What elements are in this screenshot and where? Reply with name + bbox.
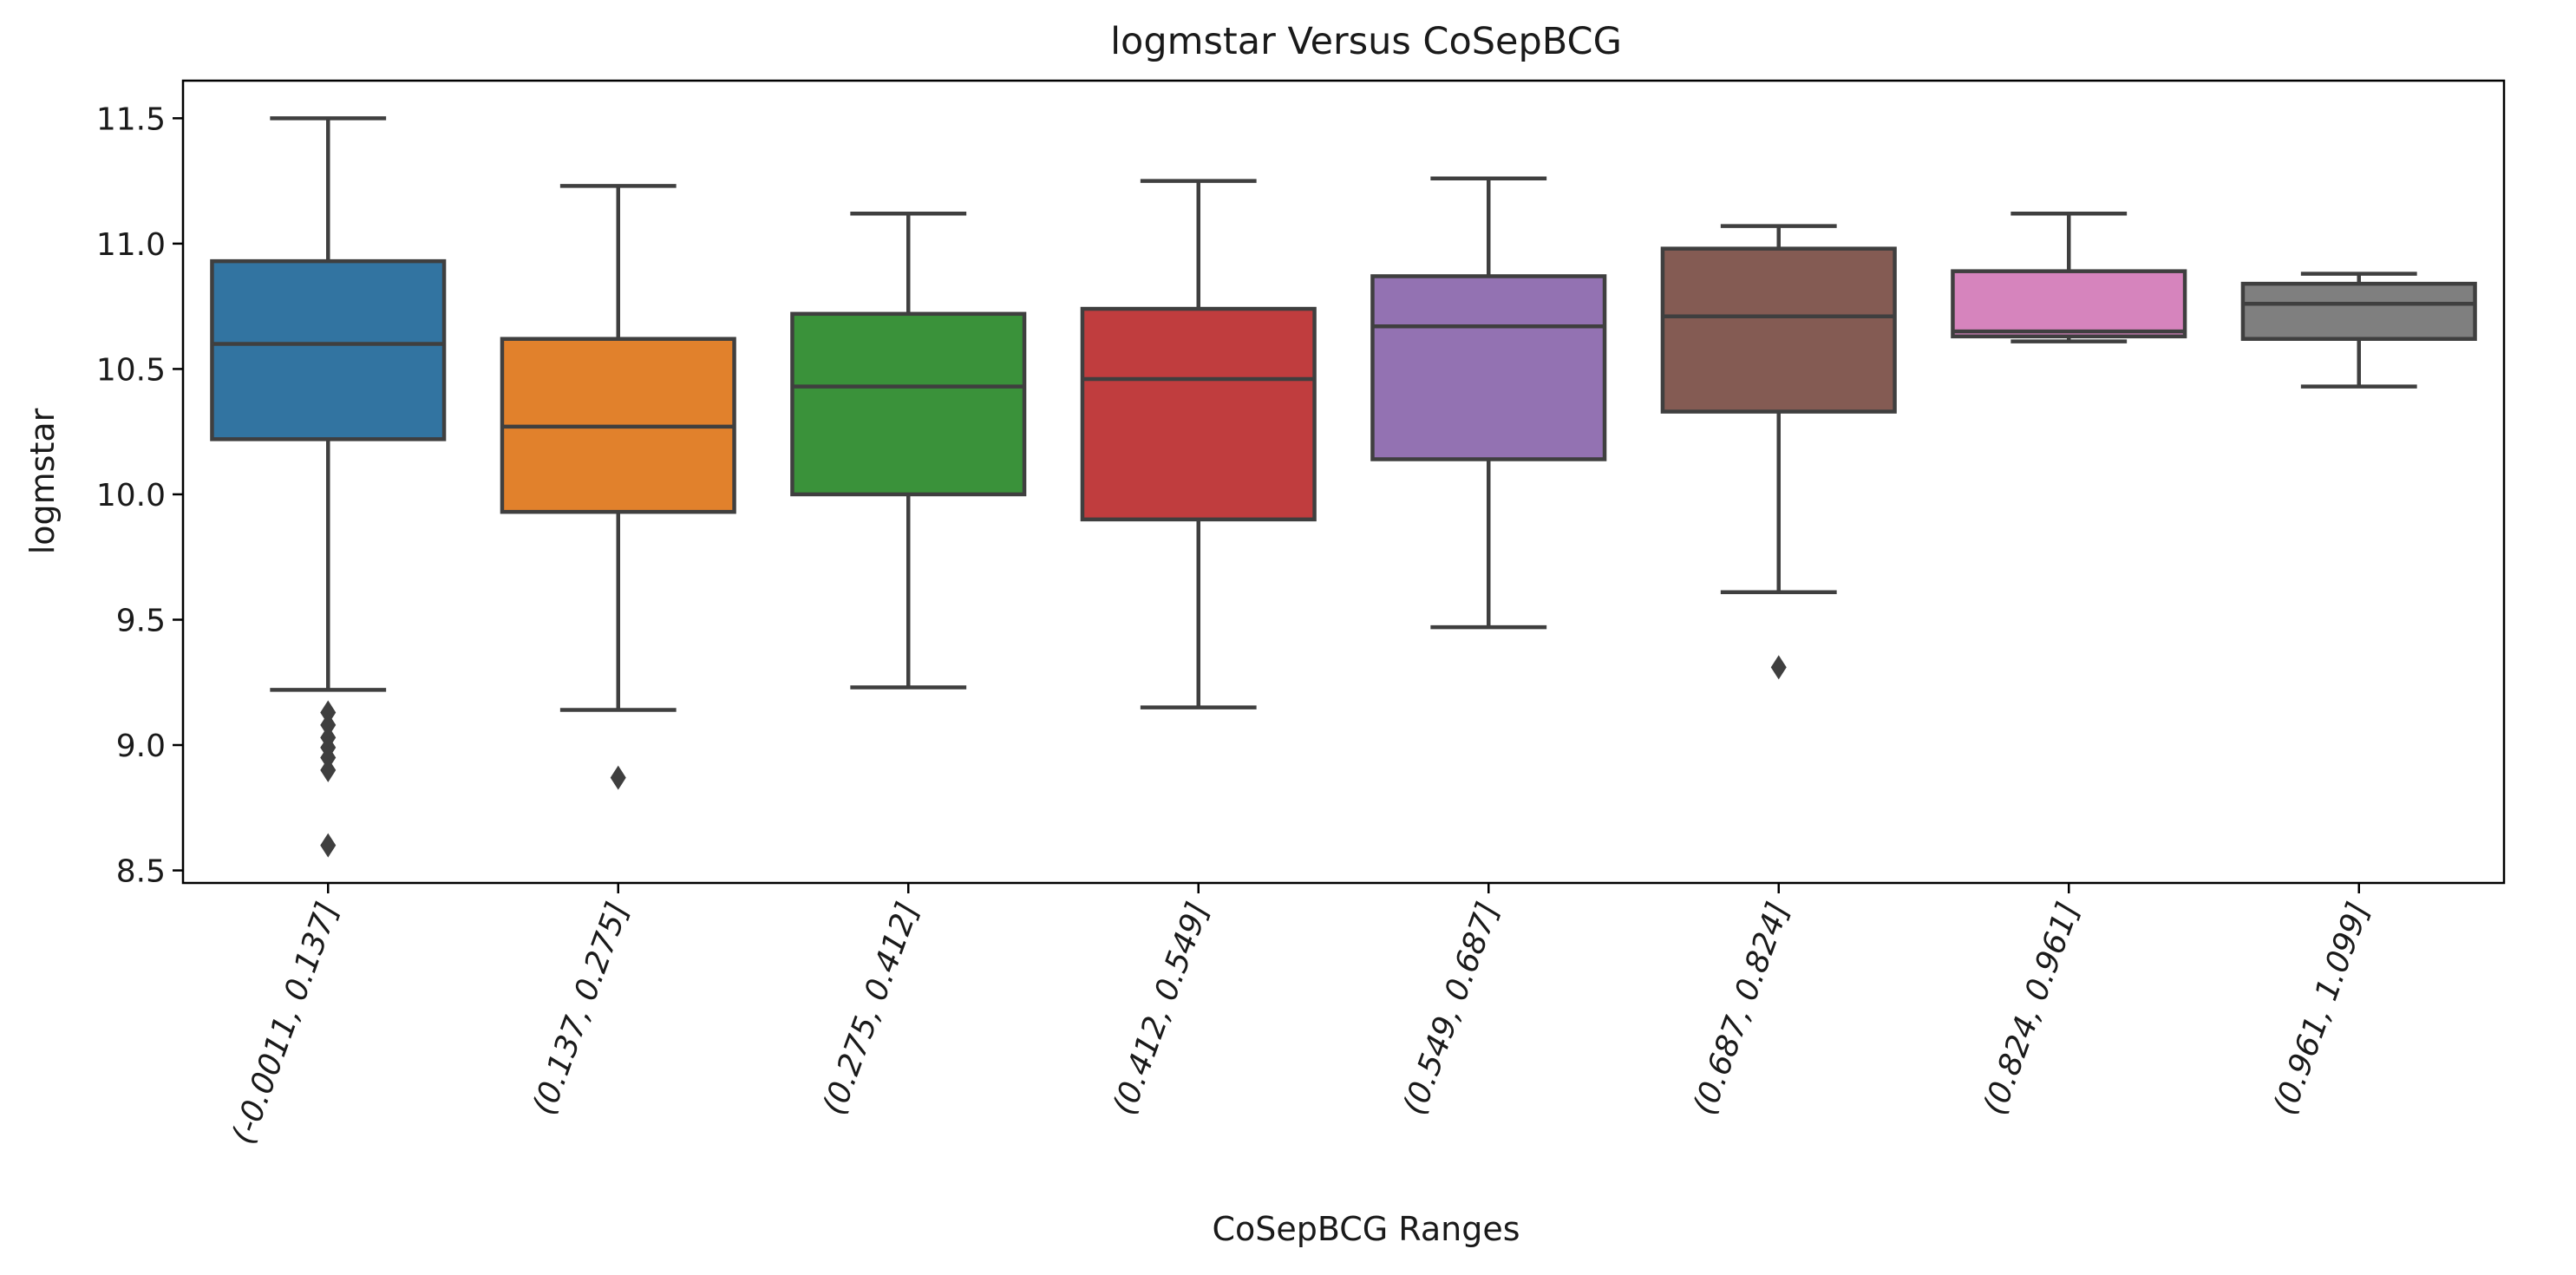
box-iqr bbox=[2240, 281, 2477, 341]
plot-area: 8.5 9.0 9.5 10.0 10.5 11.0 11.5 (-0.0011, 0.137… bbox=[96, 101, 2477, 1148]
box-group bbox=[1951, 211, 2187, 343]
box-group bbox=[1370, 176, 1607, 630]
x-tick-label: (0.412, 0.549] bbox=[1107, 898, 1216, 1120]
plot-frame bbox=[181, 79, 2506, 885]
x-tick-label: (0.824, 0.961] bbox=[1977, 898, 2086, 1120]
x-tick-label: (-0.0011, 0.137] bbox=[226, 898, 346, 1148]
x-axis-label: CoSepBCG Ranges bbox=[1212, 1210, 1520, 1248]
box-iqr bbox=[1080, 306, 1317, 522]
box-iqr bbox=[210, 258, 447, 441]
x-tick-label: (0.549, 0.687] bbox=[1396, 898, 1506, 1120]
x-tick-label: (0.687, 0.824] bbox=[1687, 898, 1796, 1120]
y-tick-label: 9.0 bbox=[116, 729, 166, 764]
box-iqr bbox=[1370, 274, 1607, 461]
x-tick-label: (0.137, 0.275] bbox=[526, 898, 636, 1120]
box-group bbox=[210, 116, 447, 858]
x-tick-label: (0.961, 1.099] bbox=[2267, 898, 2377, 1120]
y-tick-label: 9.5 bbox=[116, 603, 166, 638]
box-group bbox=[790, 211, 1027, 690]
box-iqr bbox=[790, 311, 1027, 497]
y-tick-label: 11.5 bbox=[96, 101, 166, 137]
box-group bbox=[2240, 271, 2477, 389]
y-axis-label: logmstar bbox=[23, 408, 62, 554]
box-group bbox=[1080, 179, 1317, 709]
outlier-point bbox=[320, 700, 337, 725]
y-tick-label: 11.0 bbox=[96, 227, 166, 263]
y-tick-label: 8.5 bbox=[116, 854, 166, 890]
box-group bbox=[500, 184, 736, 790]
outlier-point bbox=[320, 833, 337, 858]
y-tick-label: 10.0 bbox=[96, 478, 166, 513]
box-iqr bbox=[1660, 246, 1897, 414]
outlier-point bbox=[610, 765, 626, 790]
box-group bbox=[1660, 224, 1897, 680]
box-iqr bbox=[1951, 269, 2187, 339]
x-tick-label: (0.275, 0.412] bbox=[816, 898, 925, 1120]
outlier-point bbox=[320, 745, 337, 770]
y-tick-label: 10.5 bbox=[96, 352, 166, 388]
outlier-point bbox=[320, 757, 337, 782]
outlier-point bbox=[1770, 655, 1787, 680]
outlier-point bbox=[320, 712, 337, 737]
chart-title: logmstar Versus CoSepBCG bbox=[1110, 20, 1622, 63]
